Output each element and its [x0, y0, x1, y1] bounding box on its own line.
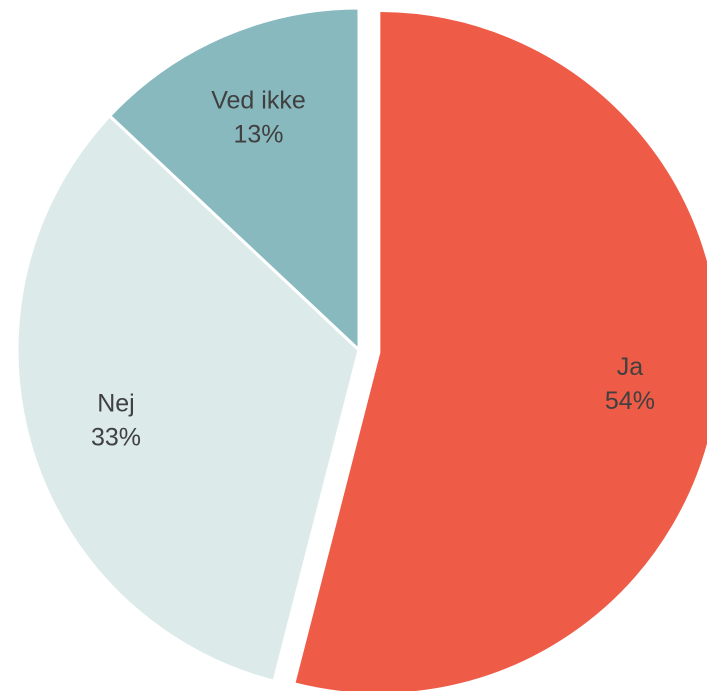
slice-label-nej: Nej — [97, 390, 135, 418]
pie-labels: Ja 54% Nej 33% Ved ikke 13% — [91, 87, 655, 452]
slice-value-ja: 54% — [605, 387, 655, 415]
pie-slice-nej — [15, 114, 361, 683]
pie-slice-ved-ikke — [108, 6, 361, 352]
pie-slices — [15, 6, 707, 696]
slice-label-ja: Ja — [617, 353, 644, 381]
slice-value-nej: 33% — [91, 424, 141, 452]
slice-value-ved-ikke: 13% — [233, 121, 283, 149]
pie-slice-ja — [292, 9, 707, 696]
slice-label-ved-ikke: Ved ikke — [211, 87, 306, 115]
